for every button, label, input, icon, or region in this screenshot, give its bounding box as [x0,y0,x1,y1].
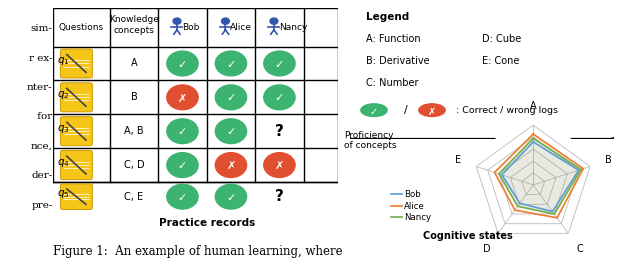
Circle shape [167,184,198,209]
Text: Cognitive states: Cognitive states [423,231,513,241]
Text: Alice: Alice [230,23,252,32]
Circle shape [167,119,198,144]
Text: C: Number: C: Number [366,78,418,88]
Polygon shape [502,142,578,212]
Text: ✓: ✓ [370,107,378,116]
Text: ✗: ✗ [226,161,236,171]
Text: ✓: ✓ [178,161,187,171]
Text: ✓: ✓ [226,127,236,137]
Text: ✓: ✓ [275,94,284,103]
Text: A, B: A, B [124,126,144,136]
Text: Nancy: Nancy [278,23,307,32]
Text: A: A [131,58,137,69]
Text: A: Function: A: Function [366,34,421,44]
Text: ✓: ✓ [178,193,187,203]
Text: Figure 1:  An example of human learning, where: Figure 1: An example of human learning, … [53,245,342,258]
Text: ?: ? [275,189,284,204]
Text: Legend: Legend [366,12,409,22]
Circle shape [215,119,247,144]
Text: B: B [131,92,138,102]
Text: D: Cube: D: Cube [482,34,521,44]
Text: nter-: nter- [27,83,53,92]
Text: ?: ? [275,124,284,139]
Ellipse shape [418,104,445,116]
Text: ✓: ✓ [226,94,236,103]
Text: ✓: ✓ [275,60,284,70]
FancyBboxPatch shape [60,83,92,112]
FancyBboxPatch shape [60,117,92,146]
Circle shape [215,153,247,177]
Polygon shape [499,138,581,214]
Circle shape [215,51,247,76]
Text: Knowledge
concepts: Knowledge concepts [109,16,159,35]
Text: $q_4$: $q_4$ [57,157,70,169]
FancyBboxPatch shape [60,151,92,180]
Text: C, E: C, E [125,192,144,202]
Ellipse shape [361,104,387,116]
Text: ✓: ✓ [226,60,236,70]
Circle shape [215,85,247,110]
Circle shape [264,153,295,177]
Text: pre-: pre- [32,200,53,209]
FancyBboxPatch shape [345,1,616,139]
Text: ✓: ✓ [226,193,236,203]
FancyBboxPatch shape [60,49,92,78]
Text: ✗: ✗ [275,161,284,171]
Text: Questions: Questions [59,23,104,32]
FancyBboxPatch shape [60,184,92,209]
Circle shape [167,51,198,76]
Circle shape [264,51,295,76]
Circle shape [270,18,278,24]
Text: E: Cone: E: Cone [482,56,520,66]
Text: der-: der- [32,171,53,180]
Text: $q_3$: $q_3$ [57,123,69,135]
Text: ✗: ✗ [178,94,187,103]
Text: C, D: C, D [123,160,144,170]
Text: $q_1$: $q_1$ [57,55,69,67]
Circle shape [221,18,229,24]
Text: Bob: Bob [182,23,199,32]
Text: ✓: ✓ [178,60,187,70]
Circle shape [264,85,295,110]
Text: Proficiency
of concepts: Proficiency of concepts [344,131,397,150]
Circle shape [167,85,198,110]
Circle shape [173,18,181,24]
Text: ✗: ✗ [428,107,436,116]
Text: Practice records: Practice records [159,218,255,228]
Text: for: for [35,112,53,121]
Text: $q_5$: $q_5$ [57,188,69,200]
Text: sim-: sim- [31,24,53,33]
Text: /: / [404,105,407,115]
Text: nce,: nce, [31,142,53,151]
Legend: Bob, Alice, Nancy: Bob, Alice, Nancy [388,187,435,226]
Text: B: Derivative: B: Derivative [366,56,430,66]
Text: $q_2$: $q_2$ [57,89,69,101]
Polygon shape [495,134,583,218]
Text: : Correct / wrong logs: : Correct / wrong logs [456,106,558,115]
Circle shape [215,184,247,209]
Text: r ex-: r ex- [29,54,53,63]
Circle shape [167,153,198,177]
Text: ✓: ✓ [178,127,187,137]
